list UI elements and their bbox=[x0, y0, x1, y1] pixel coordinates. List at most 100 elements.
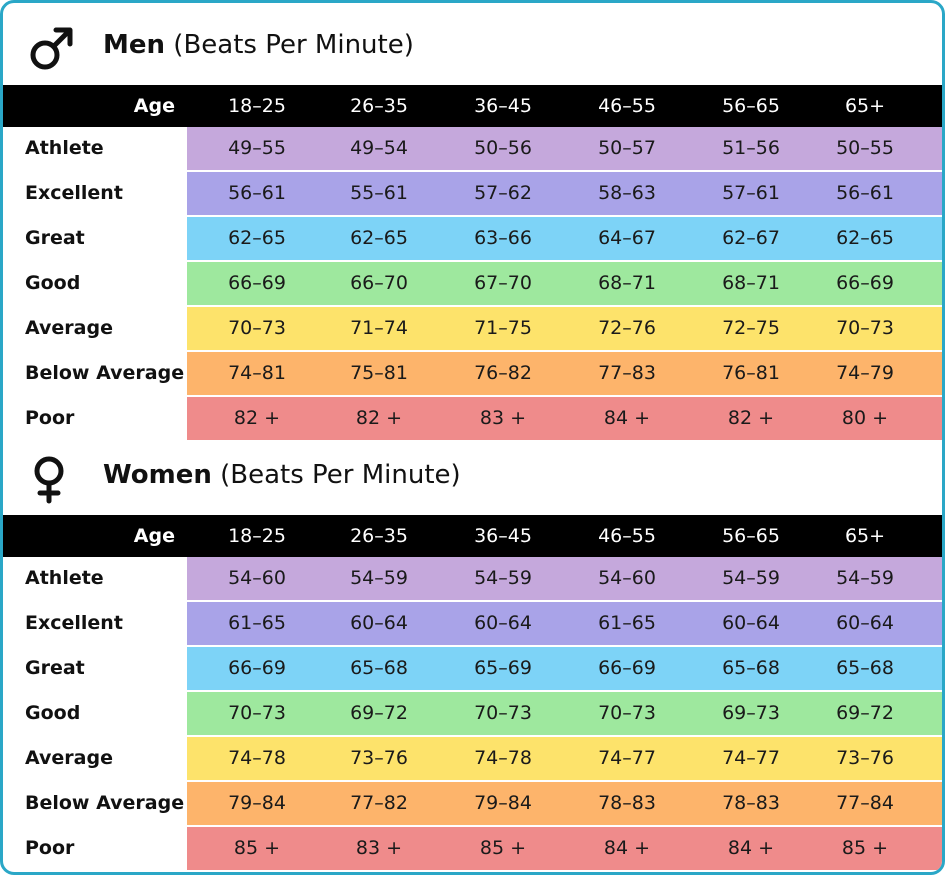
bpm-range-cell: 68–71 bbox=[722, 272, 780, 294]
bpm-range-cell: 70–73 bbox=[836, 317, 894, 339]
bpm-range-cell: 77–83 bbox=[598, 362, 656, 384]
bpm-range-cell: 66–69 bbox=[228, 657, 286, 679]
bpm-range-cell: 72–76 bbox=[598, 317, 656, 339]
bpm-range-cell: 65–68 bbox=[350, 657, 408, 679]
bpm-range-cell: 63–66 bbox=[474, 227, 532, 249]
women-age-group-header: 36–45 bbox=[474, 525, 532, 547]
row-label: Poor bbox=[25, 407, 75, 429]
bpm-range-cell: 82 + bbox=[355, 407, 403, 429]
row-label: Poor bbox=[25, 837, 75, 859]
women-section: Women (Beats Per Minute) Age 18–25 26–35… bbox=[3, 433, 942, 872]
bpm-range-cell: 58–63 bbox=[598, 182, 656, 204]
women-age-header-row: Age 18–25 26–35 36–45 46–55 56–65 65+ bbox=[3, 515, 942, 557]
row-label: Average bbox=[25, 317, 113, 339]
bpm-range-cell: 49–55 bbox=[228, 137, 286, 159]
table-row: Average 74–78 73–76 74–78 74–77 74–77 73–76 bbox=[3, 737, 942, 782]
row-color-band bbox=[187, 737, 942, 780]
bpm-range-cell: 72–75 bbox=[722, 317, 780, 339]
men-age-group-header: 18–25 bbox=[228, 95, 286, 117]
table-row: Below Average 74–81 75–81 76–82 77–83 76–81 74… bbox=[3, 352, 942, 397]
bpm-range-cell: 56–61 bbox=[228, 182, 286, 204]
female-symbol-icon bbox=[25, 453, 77, 505]
bpm-range-cell: 71–74 bbox=[350, 317, 408, 339]
table-row: Athlete 49–55 49–54 50–56 50–57 51–56 50–55 bbox=[3, 127, 942, 172]
bpm-range-cell: 78–83 bbox=[598, 792, 656, 814]
row-label: Athlete bbox=[25, 567, 104, 589]
table-row: Poor 85 + 83 + 85 + 84 + 84 + 85 + bbox=[3, 827, 942, 872]
bpm-range-cell: 57–61 bbox=[722, 182, 780, 204]
bpm-range-cell: 77–82 bbox=[350, 792, 408, 814]
row-label: Great bbox=[25, 227, 85, 249]
table-row: Below Average 79–84 77–82 79–84 78–83 78–83 77… bbox=[3, 782, 942, 827]
row-label: Excellent bbox=[25, 612, 123, 634]
bpm-range-cell: 67–70 bbox=[474, 272, 532, 294]
bpm-range-cell: 71–75 bbox=[474, 317, 532, 339]
row-label: Average bbox=[25, 747, 113, 769]
row-color-band bbox=[187, 127, 942, 170]
table-row: Excellent 56–61 55–61 57–62 58–63 57–61 56–61 bbox=[3, 172, 942, 217]
row-color-band bbox=[187, 217, 942, 260]
bpm-range-cell: 84 + bbox=[603, 407, 651, 429]
women-age-group-header: 26–35 bbox=[350, 525, 408, 547]
row-color-band bbox=[187, 172, 942, 215]
row-label: Good bbox=[25, 702, 81, 724]
bpm-range-cell: 66–69 bbox=[228, 272, 286, 294]
bpm-range-cell: 77–84 bbox=[836, 792, 894, 814]
men-age-group-header: 36–45 bbox=[474, 95, 532, 117]
bpm-range-cell: 56–61 bbox=[836, 182, 894, 204]
row-label: Great bbox=[25, 657, 85, 679]
bpm-range-cell: 66–70 bbox=[350, 272, 408, 294]
bpm-range-cell: 49–54 bbox=[350, 137, 408, 159]
bpm-range-cell: 76–81 bbox=[722, 362, 780, 384]
bpm-range-cell: 54–59 bbox=[722, 567, 780, 589]
row-color-band bbox=[187, 647, 942, 690]
bpm-range-cell: 55–61 bbox=[350, 182, 408, 204]
bpm-range-cell: 73–76 bbox=[350, 747, 408, 769]
women-section-header: Women (Beats Per Minute) bbox=[3, 433, 942, 515]
bpm-range-cell: 74–78 bbox=[474, 747, 532, 769]
row-label: Good bbox=[25, 272, 81, 294]
bpm-range-cell: 79–84 bbox=[474, 792, 532, 814]
women-title-unit: (Beats Per Minute) bbox=[220, 460, 461, 490]
bpm-range-cell: 83 + bbox=[355, 837, 403, 859]
bpm-range-cell: 74–78 bbox=[228, 747, 286, 769]
bpm-range-cell: 62–65 bbox=[228, 227, 286, 249]
bpm-range-cell: 75–81 bbox=[350, 362, 408, 384]
bpm-range-cell: 74–77 bbox=[722, 747, 780, 769]
bpm-range-cell: 54–59 bbox=[474, 567, 532, 589]
male-symbol-icon bbox=[25, 23, 77, 75]
men-rows: Athlete 49–55 49–54 50–56 50–57 51–56 50–55 Exc… bbox=[3, 127, 942, 442]
bpm-range-cell: 84 + bbox=[603, 837, 651, 859]
row-label: Excellent bbox=[25, 182, 123, 204]
row-label: Athlete bbox=[25, 137, 104, 159]
men-section-header: Men (Beats Per Minute) bbox=[3, 3, 942, 85]
bpm-range-cell: 61–65 bbox=[598, 612, 656, 634]
row-color-band bbox=[187, 352, 942, 395]
bpm-range-cell: 50–55 bbox=[836, 137, 894, 159]
row-color-band bbox=[187, 692, 942, 735]
bpm-range-cell: 85 + bbox=[233, 837, 281, 859]
bpm-range-cell: 62–67 bbox=[722, 227, 780, 249]
bpm-range-cell: 54–60 bbox=[228, 567, 286, 589]
bpm-range-cell: 69–72 bbox=[350, 702, 408, 724]
row-color-band bbox=[187, 602, 942, 645]
bpm-range-cell: 60–64 bbox=[722, 612, 780, 634]
bpm-range-cell: 73–76 bbox=[836, 747, 894, 769]
table-row: Good 70–73 69–72 70–73 70–73 69–73 69–72 bbox=[3, 692, 942, 737]
men-age-group-header: 26–35 bbox=[350, 95, 408, 117]
row-color-band bbox=[187, 557, 942, 600]
bpm-range-cell: 74–81 bbox=[228, 362, 286, 384]
bpm-range-cell: 82 + bbox=[233, 407, 281, 429]
men-age-label: Age bbox=[133, 95, 175, 117]
bpm-range-cell: 66–69 bbox=[598, 657, 656, 679]
bpm-range-cell: 83 + bbox=[479, 407, 527, 429]
bpm-range-cell: 85 + bbox=[841, 837, 889, 859]
women-title: Women (Beats Per Minute) bbox=[103, 457, 461, 493]
bpm-range-cell: 51–56 bbox=[722, 137, 780, 159]
bpm-range-cell: 84 + bbox=[727, 837, 775, 859]
bpm-range-cell: 62–65 bbox=[836, 227, 894, 249]
men-title-unit: (Beats Per Minute) bbox=[173, 30, 414, 60]
bpm-range-cell: 57–62 bbox=[474, 182, 532, 204]
bpm-range-cell: 50–56 bbox=[474, 137, 532, 159]
women-age-label: Age bbox=[133, 525, 175, 547]
